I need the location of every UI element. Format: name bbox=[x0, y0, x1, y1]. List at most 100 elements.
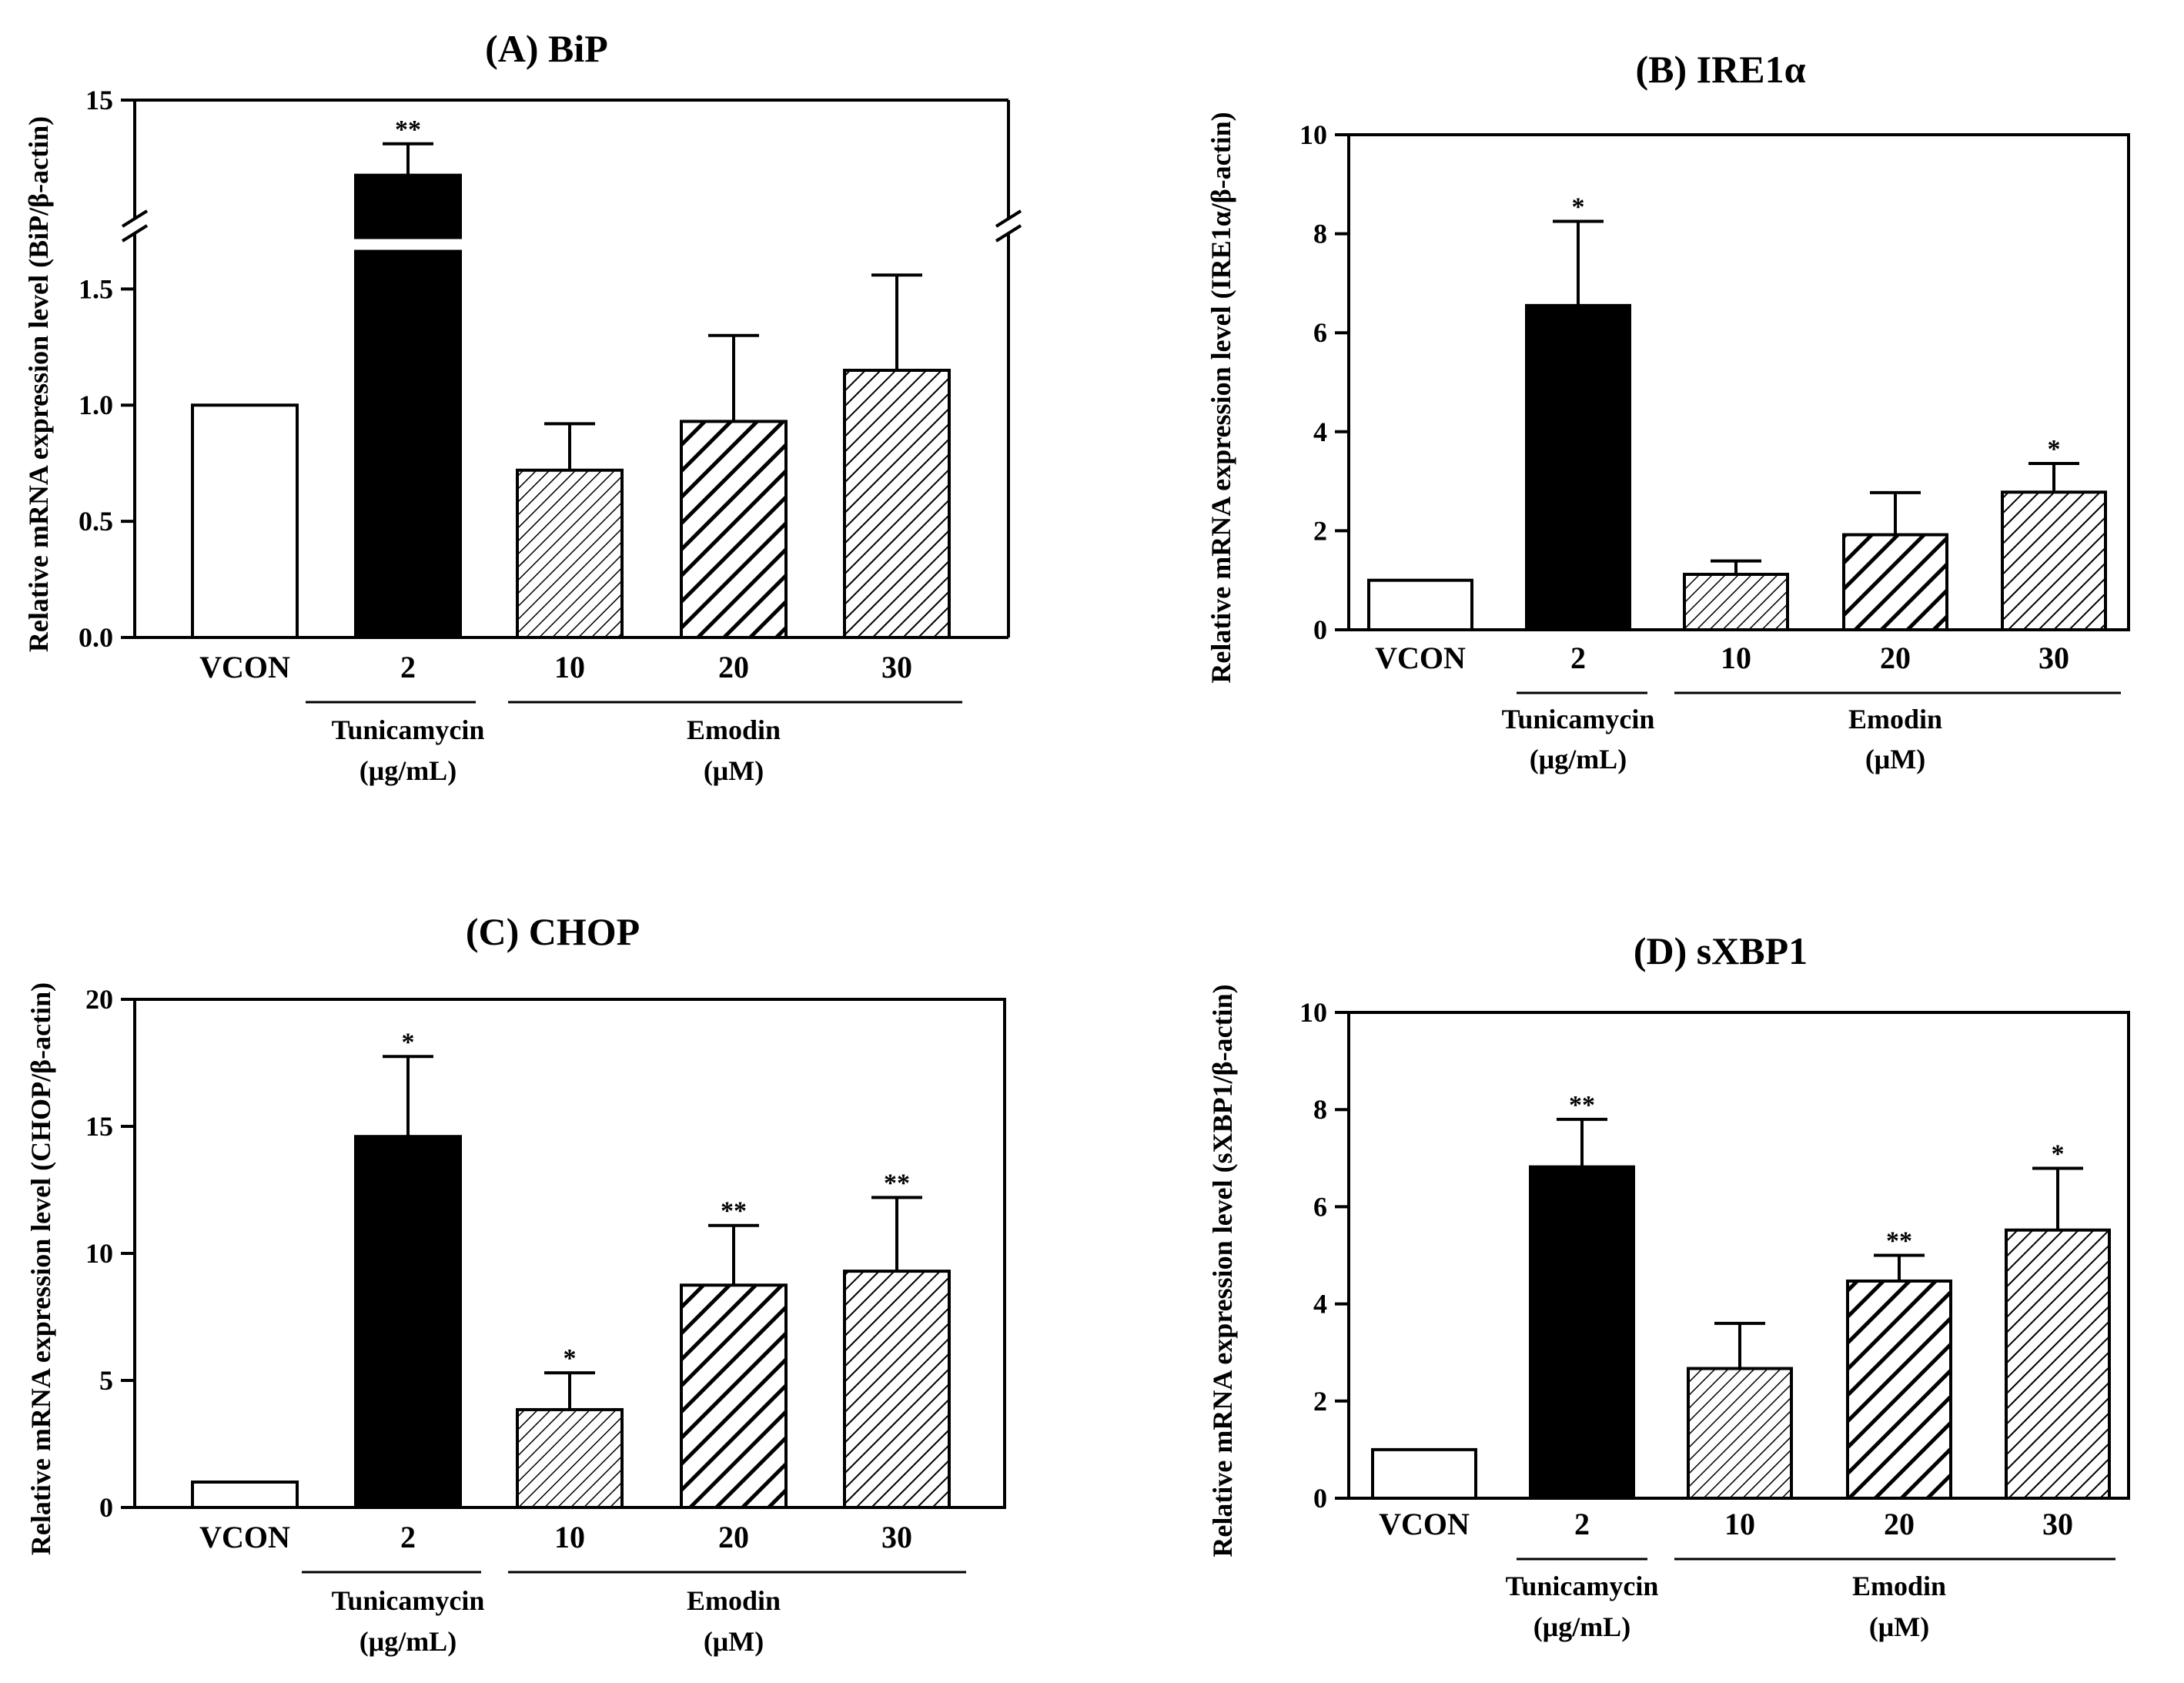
significance-mark: ** bbox=[721, 1197, 747, 1226]
x-tick-label: 20 bbox=[718, 1520, 749, 1554]
bar-30 bbox=[843, 368, 951, 639]
chart-title: (D) sXBP1 bbox=[1634, 929, 1808, 972]
y-tick-label: 2 bbox=[1313, 515, 1327, 546]
bar-20 bbox=[680, 1283, 788, 1509]
axis-break-mark bbox=[995, 209, 1022, 228]
bar-vcon bbox=[191, 1481, 299, 1509]
tunicamycin-label: Tunicamycin bbox=[332, 714, 485, 745]
x-tick-label: 20 bbox=[1884, 1507, 1915, 1541]
y-tick-label: 15 bbox=[85, 85, 113, 115]
axis-break-mark bbox=[121, 224, 149, 243]
x-tick-label: VCON bbox=[199, 650, 290, 684]
panel-c: (C) CHOP Relative mRNA expression level (… bbox=[25, 910, 1006, 1657]
y-tick-label: 10 bbox=[85, 1238, 113, 1269]
x-tick-label: 2 bbox=[1570, 641, 1586, 675]
tunicamycin-unit: (μg/mL) bbox=[1530, 744, 1627, 775]
x-tick-label: 10 bbox=[554, 650, 585, 684]
bar-10 bbox=[516, 468, 624, 640]
bar-vcon bbox=[1371, 1447, 1477, 1501]
chart-title: (A) BiP bbox=[485, 27, 608, 70]
bar-30 bbox=[843, 1270, 951, 1509]
emodin-label: Emodin bbox=[1848, 704, 1942, 734]
y-axis-label: Relative mRNA expression level (IRE1α/β-… bbox=[1206, 112, 1236, 683]
x-tick-label: VCON bbox=[1375, 641, 1466, 675]
y-tick-label: 0 bbox=[99, 1492, 113, 1523]
significance-mark: * bbox=[2048, 435, 2061, 463]
x-tick-label: 20 bbox=[1880, 641, 1911, 675]
y-tick-label: 1.0 bbox=[79, 390, 113, 420]
x-tick-label: VCON bbox=[1379, 1507, 1470, 1541]
tunicamycin-unit: (μg/mL) bbox=[360, 1626, 457, 1657]
x-tick-label: 30 bbox=[881, 650, 912, 684]
bar-vcon bbox=[191, 403, 299, 639]
plot-frame bbox=[1347, 1011, 2130, 1500]
bar-2 bbox=[1525, 303, 1631, 631]
tunicamycin-label: Tunicamycin bbox=[1502, 704, 1655, 734]
x-tick-label: 10 bbox=[1724, 1507, 1755, 1541]
y-tick-label: 1.5 bbox=[79, 273, 113, 304]
y-tick-label: 10 bbox=[1299, 119, 1327, 150]
x-tick-label: 2 bbox=[400, 650, 416, 684]
tunicamycin-unit: (μg/mL) bbox=[1533, 1611, 1630, 1642]
panel-b: (B) IRE1α Relative mRNA expression level … bbox=[1206, 48, 2130, 775]
bar-2 bbox=[354, 173, 462, 639]
significance-mark: ** bbox=[1569, 1091, 1595, 1119]
y-tick-label: 6 bbox=[1313, 317, 1327, 348]
bar-10 bbox=[516, 1407, 624, 1509]
panel-d: (D) sXBP1 Relative mRNA expression level … bbox=[1207, 929, 2130, 1642]
panel-a: (A) BiP Relative mRNA expression level (B… bbox=[23, 27, 1022, 786]
significance-mark: ** bbox=[884, 1169, 910, 1197]
chart-title: (C) CHOP bbox=[466, 910, 640, 953]
y-tick-label: 15 bbox=[85, 1111, 113, 1142]
y-tick-label: 10 bbox=[1299, 997, 1327, 1028]
bar-10 bbox=[1687, 1367, 1793, 1500]
emodin-unit: (μM) bbox=[704, 1626, 764, 1657]
x-tick-label: 30 bbox=[2042, 1507, 2073, 1541]
x-tick-label: 2 bbox=[1574, 1507, 1590, 1541]
significance-mark: * bbox=[402, 1028, 415, 1056]
bar-20 bbox=[1842, 533, 1948, 632]
y-tick-label: 2 bbox=[1313, 1386, 1327, 1417]
y-tick-label: 0.5 bbox=[79, 506, 113, 537]
bar-10 bbox=[1683, 572, 1789, 632]
bar-20 bbox=[1846, 1279, 1952, 1500]
y-tick-label: 5 bbox=[99, 1365, 113, 1396]
emodin-unit: (μM) bbox=[1869, 1611, 1929, 1642]
y-axis-label: Relative mRNA expression level (sXBP1/β-… bbox=[1207, 984, 1238, 1557]
axis-break-mark bbox=[121, 209, 149, 228]
y-tick-label: 0 bbox=[1313, 614, 1327, 645]
bar-2 bbox=[1529, 1165, 1635, 1500]
x-tick-label: 2 bbox=[400, 1520, 416, 1554]
significance-mark: * bbox=[564, 1344, 577, 1373]
x-tick-label: 10 bbox=[1721, 641, 1751, 675]
bar-2 bbox=[354, 1135, 462, 1509]
x-tick-label: 30 bbox=[881, 1520, 912, 1554]
y-tick-label: 4 bbox=[1313, 417, 1327, 447]
emodin-unit: (μM) bbox=[704, 755, 764, 786]
x-tick-label: 20 bbox=[718, 650, 749, 684]
y-tick-label: 4 bbox=[1313, 1289, 1327, 1320]
x-tick-label: 30 bbox=[2039, 641, 2069, 675]
y-axis-label: Relative mRNA expression level (CHOP/β-a… bbox=[25, 982, 56, 1555]
y-tick-label: 20 bbox=[85, 984, 113, 1015]
significance-mark: ** bbox=[1886, 1227, 1912, 1256]
emodin-label: Emodin bbox=[687, 714, 781, 745]
significance-mark: * bbox=[2052, 1140, 2065, 1169]
emodin-label: Emodin bbox=[687, 1585, 781, 1616]
x-tick-label: VCON bbox=[199, 1520, 290, 1554]
chart-title: (B) IRE1α bbox=[1636, 48, 1806, 91]
x-tick-label: 10 bbox=[554, 1520, 585, 1554]
bar-20 bbox=[680, 420, 788, 639]
plot-frame bbox=[1347, 133, 2130, 631]
y-tick-label: 0 bbox=[1313, 1483, 1327, 1514]
y-tick-label: 0.0 bbox=[79, 622, 113, 653]
bar-30 bbox=[2001, 490, 2107, 631]
y-axis-label: Relative mRNA expression level (BiP/β-ac… bbox=[23, 116, 54, 652]
bar-30 bbox=[2005, 1228, 2111, 1500]
axis-break-gap bbox=[353, 239, 463, 250]
bar-vcon bbox=[1367, 578, 1473, 632]
tunicamycin-label: Tunicamycin bbox=[1506, 1571, 1659, 1601]
tunicamycin-unit: (μg/mL) bbox=[360, 755, 457, 786]
y-tick-label: 8 bbox=[1313, 1094, 1327, 1125]
tunicamycin-label: Tunicamycin bbox=[332, 1585, 485, 1616]
